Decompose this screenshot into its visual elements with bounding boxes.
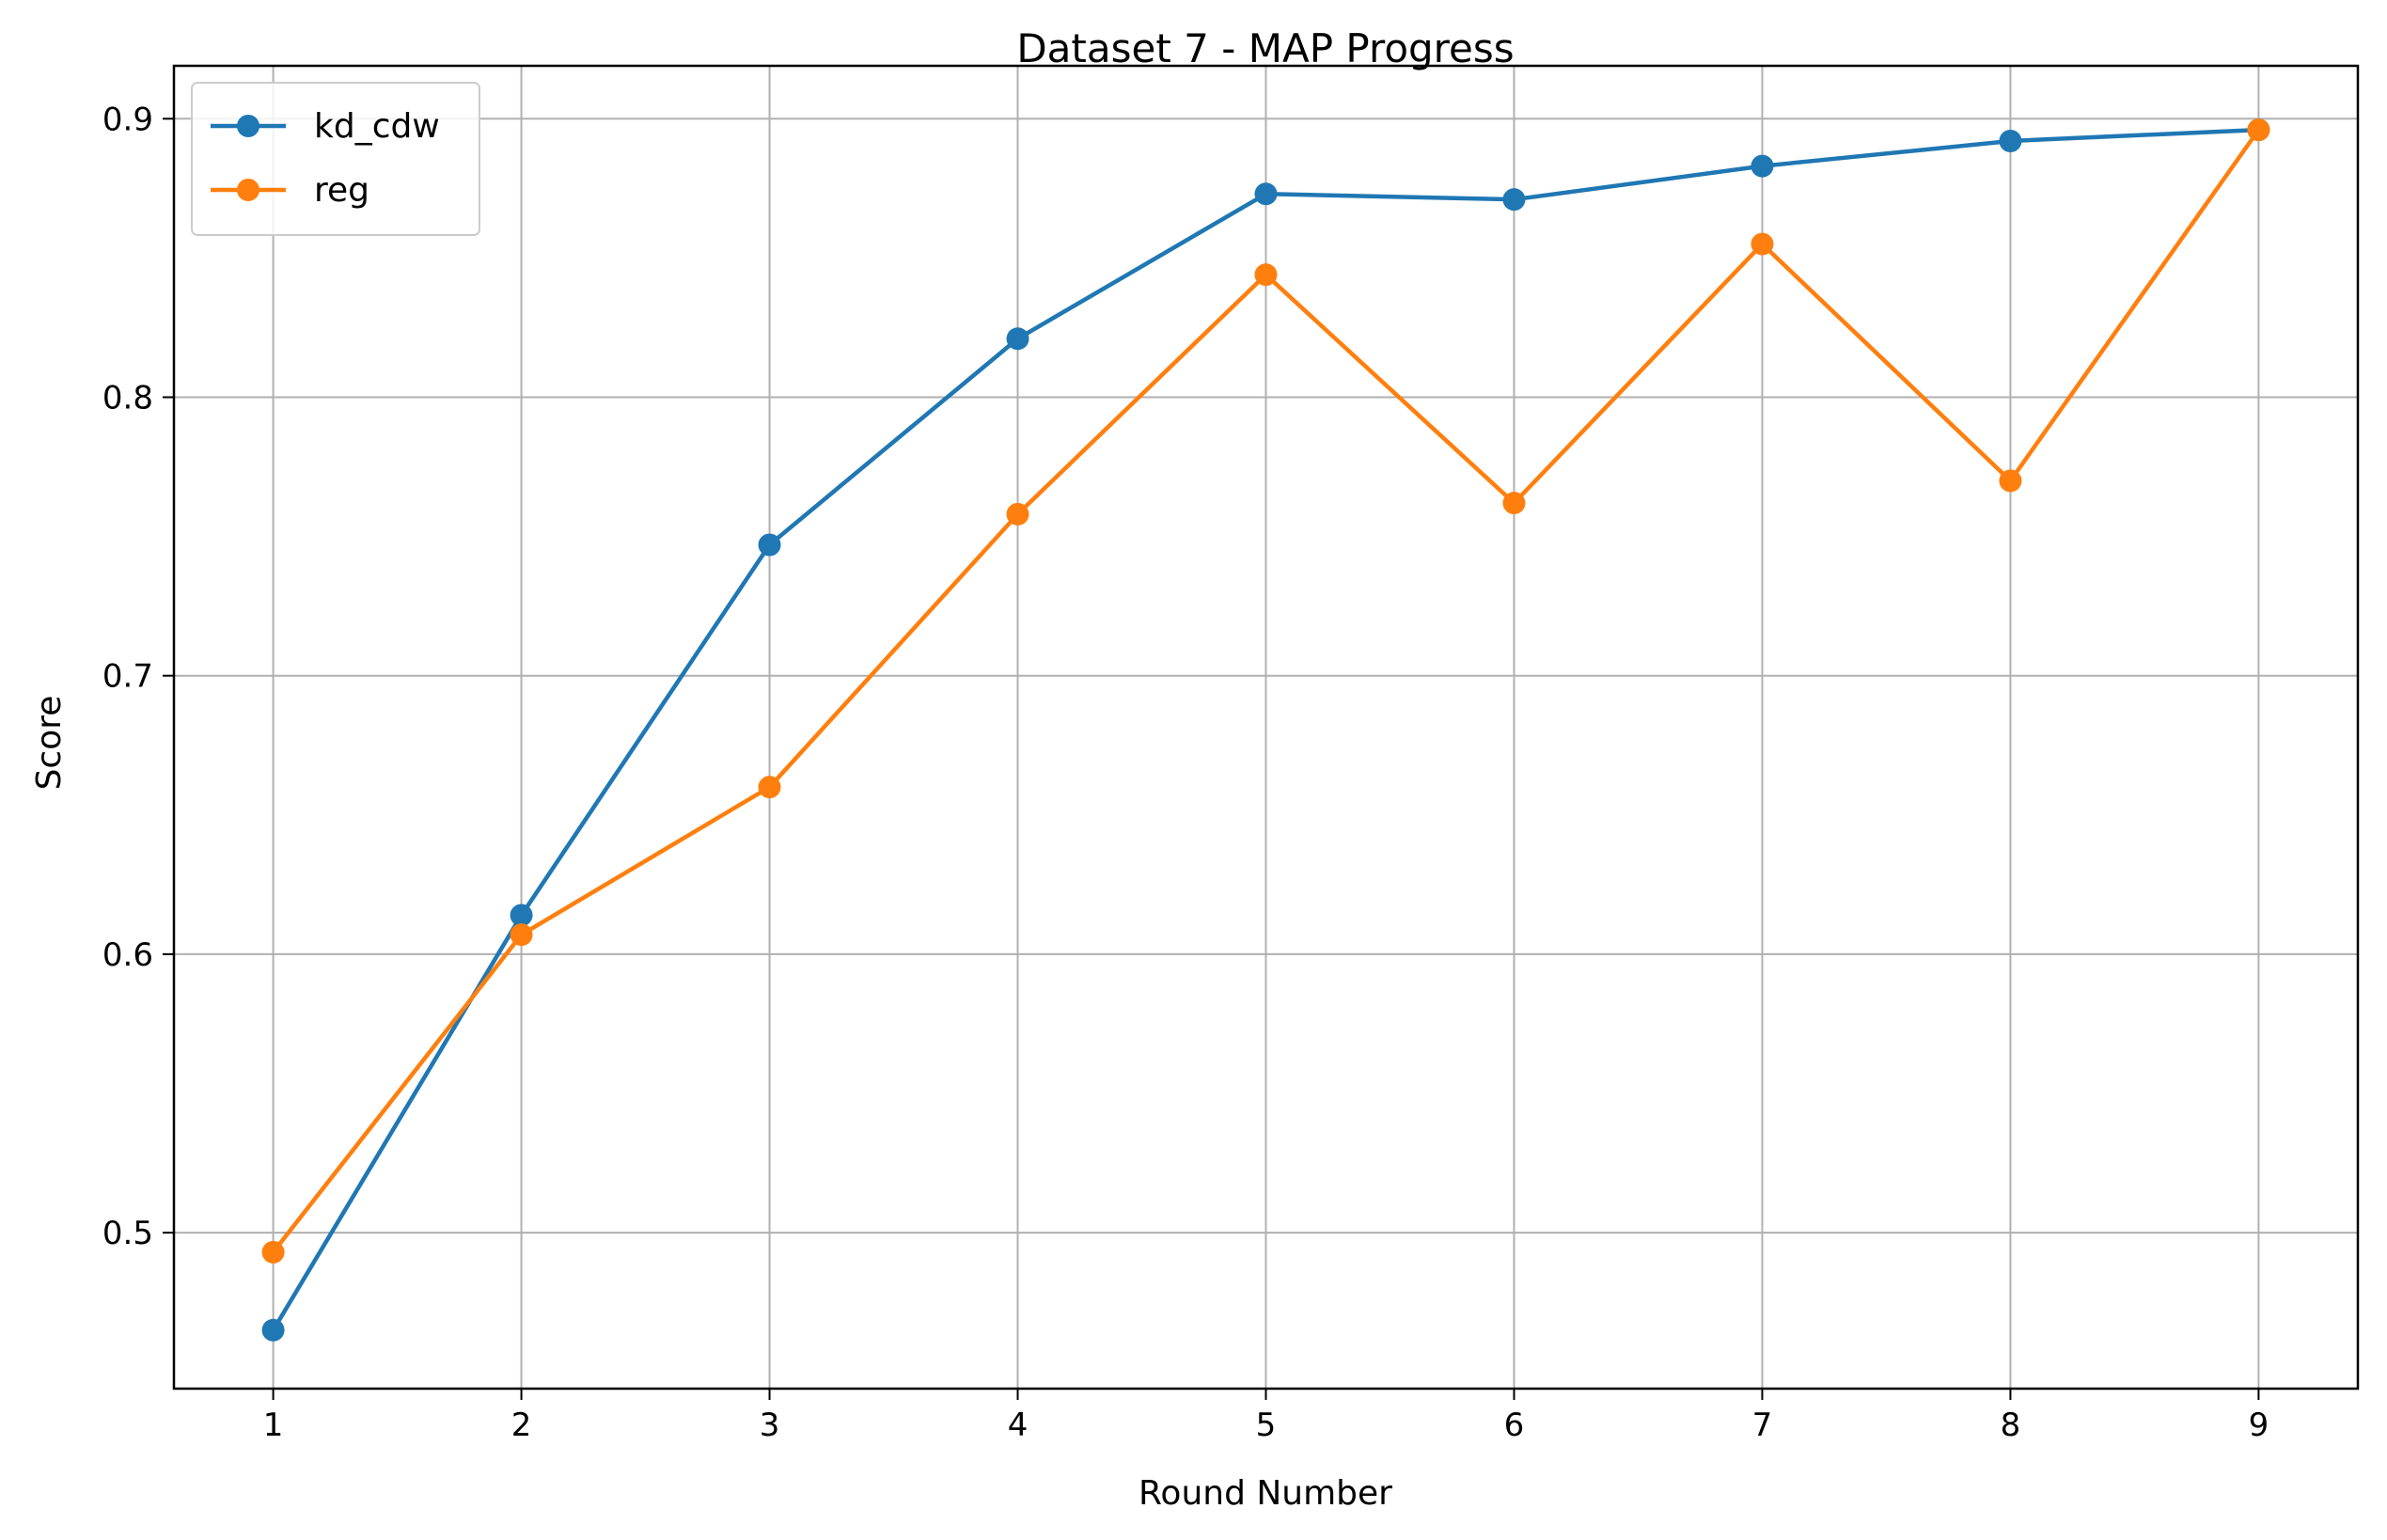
data-point-reg: [1254, 263, 1278, 287]
x-tick-label: 5: [1256, 1406, 1277, 1444]
data-point-kd_cdw: [1751, 154, 1774, 178]
data-point-reg: [758, 776, 781, 799]
data-point-reg: [2247, 118, 2270, 142]
x-tick-label: 9: [2249, 1406, 2269, 1444]
x-tick-label: 1: [263, 1406, 284, 1444]
y-tick-label: 0.6: [102, 936, 153, 974]
data-point-reg: [1999, 469, 2022, 493]
x-tick-label: 2: [511, 1406, 532, 1444]
data-point-reg: [510, 923, 533, 947]
data-point-reg: [1006, 502, 1029, 526]
data-point-kd_cdw: [1006, 327, 1029, 351]
y-axis: 0.5 0.6 0.7 0.8 0.9: [102, 101, 174, 1252]
x-tick-label: 8: [2001, 1406, 2021, 1444]
data-point-kd_cdw: [1254, 182, 1278, 206]
x-axis-label: Round Number: [1139, 1474, 1392, 1513]
legend-item-reg: reg: [211, 171, 369, 210]
data-point-reg: [1502, 492, 1526, 515]
data-point-kd_cdw: [758, 533, 781, 557]
data-point-reg: [1751, 232, 1774, 256]
legend-item-kd_cdw: kd_cdw: [211, 107, 440, 146]
x-tick-label: 4: [1008, 1406, 1029, 1444]
legend-label-kd_cdw: kd_cdw: [314, 107, 440, 146]
data-point-reg: [261, 1240, 285, 1264]
x-tick-label: 7: [1752, 1406, 1773, 1444]
y-tick-label: 0.7: [102, 658, 153, 696]
x-tick-label: 3: [760, 1406, 780, 1444]
data-point-kd_cdw: [1999, 129, 2022, 152]
data-point-kd_cdw: [261, 1318, 285, 1342]
series-kd_cdw: [261, 118, 2270, 1342]
x-axis: 1 2 3 4 5 6 7 8 9: [263, 1389, 2269, 1444]
series-reg: [261, 118, 2270, 1264]
legend-box: [191, 82, 480, 236]
data-point-kd_cdw: [510, 904, 533, 927]
legend-marker-reg: [237, 179, 259, 201]
y-tick-label: 0.5: [102, 1215, 153, 1252]
x-tick-label: 6: [1504, 1406, 1525, 1444]
chart-title: Dataset 7 - MAP Progress: [1016, 25, 1514, 71]
y-tick-label: 0.9: [102, 101, 153, 138]
y-tick-label: 0.8: [102, 379, 153, 416]
grid: [174, 66, 2358, 1389]
y-axis-label: Score: [30, 696, 69, 791]
legend-label-reg: reg: [314, 171, 369, 210]
series-layer: [261, 118, 2270, 1342]
data-point-kd_cdw: [1502, 188, 1526, 212]
legend-marker-kd_cdw: [237, 115, 259, 137]
